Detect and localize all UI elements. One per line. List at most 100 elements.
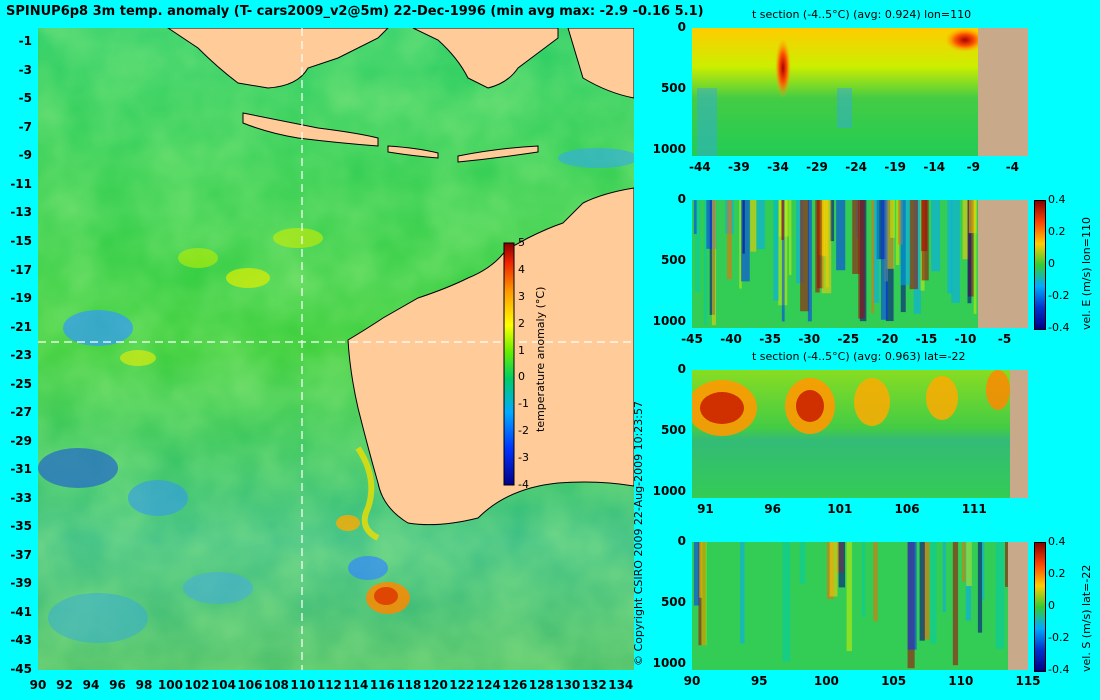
velocity-stripe <box>796 200 804 284</box>
velocity-stripe <box>750 200 757 252</box>
map-colorbar-tick: 1 <box>518 343 525 357</box>
map-x-tick: 116 <box>369 678 395 692</box>
section-x-tick: 101 <box>827 502 853 516</box>
map-y-tick: -23 <box>10 348 32 363</box>
map-x-tick: 122 <box>449 678 475 692</box>
velocity-stripe <box>727 200 732 280</box>
section-x-tick: 91 <box>697 502 714 516</box>
section-x-tick: 95 <box>750 674 768 688</box>
section-y-tick: 500 <box>660 80 686 95</box>
velocity-stripe <box>973 200 977 314</box>
velocity-stripe <box>930 542 937 644</box>
t-section-lon110-panel <box>692 28 1028 156</box>
section-y-tick: 0 <box>677 534 686 548</box>
section-y-tick: 1000 <box>652 313 686 328</box>
vel-s-colorbar <box>1034 542 1046 672</box>
figure-title: SPINUP6p8 3m temp. anomaly (T- cars2009_… <box>6 4 704 19</box>
section-x-tick: -35 <box>759 332 781 346</box>
section-colorbar-tick: -0.4 <box>1048 663 1070 676</box>
map-colorbar-tick: -2 <box>518 424 529 438</box>
vel-s-lat22-panel <box>692 542 1028 670</box>
velocity-stripe <box>773 200 779 301</box>
map-y-tick: -31 <box>10 462 32 477</box>
velocity-stripe <box>852 200 860 274</box>
section-x-tick: -29 <box>806 160 828 174</box>
t-section-lat22-panel <box>692 370 1028 498</box>
map-colorbar-tick: -3 <box>518 451 529 465</box>
section-x-tick: 111 <box>961 502 987 516</box>
map-y-tick: -35 <box>10 519 32 534</box>
velocity-stripe <box>885 200 895 269</box>
velocity-stripe <box>699 542 703 598</box>
map-colorbar-label: temperature anomaly (°C) <box>534 286 547 432</box>
map-y-tick: -1 <box>18 34 32 49</box>
map-x-tick: 128 <box>528 678 554 692</box>
section-y-tick: 1000 <box>652 483 686 498</box>
velocity-stripe <box>817 200 824 289</box>
map-x-tick: 90 <box>29 678 47 692</box>
section-x-tick: -45 <box>681 332 703 346</box>
map-x-tick: 130 <box>555 678 581 692</box>
section-x-tick: 106 <box>894 502 920 516</box>
map-y-tick: -25 <box>10 376 32 391</box>
section-colorbar-tick: 0.2 <box>1048 225 1066 238</box>
section-x-tick: 90 <box>683 674 701 688</box>
map-y-tick: -43 <box>10 633 32 648</box>
velocity-stripe <box>830 200 835 242</box>
velocity-stripe <box>815 200 820 293</box>
map-x-tick: 134 <box>608 678 634 692</box>
map-x-tick: 114 <box>343 678 369 692</box>
velocity-stripe <box>873 542 878 622</box>
velocity-stripe <box>909 200 918 290</box>
map-x-tick: 98 <box>135 678 153 692</box>
map-y-tick: -9 <box>18 148 32 163</box>
map-x-tick: 120 <box>422 678 448 692</box>
velocity-stripe <box>799 542 806 584</box>
temperature-anomaly-map <box>38 28 634 670</box>
velocity-stripe <box>836 200 846 271</box>
vel-e-lon110-panel <box>692 200 1028 328</box>
panel1-title: t section (-4..5°C) (avg: 0.924) lon=110 <box>752 8 972 21</box>
section-x-tick: -14 <box>923 160 946 174</box>
panel3-title: t section (-4..5°C) (avg: 0.963) lat=-22 <box>752 350 966 363</box>
map-x-tick: 124 <box>475 678 501 692</box>
velocity-stripe <box>706 200 717 249</box>
velocity-stripe <box>995 542 1005 649</box>
map-y-tick: -15 <box>10 234 32 248</box>
section-colorbar-tick: -0.4 <box>1048 321 1070 334</box>
section-colorbar-tick: 0.4 <box>1048 535 1066 548</box>
velocity-stripe <box>962 542 966 582</box>
velocity-stripe <box>968 200 977 234</box>
velocity-stripe <box>742 200 745 254</box>
section-x-tick: -4 <box>1005 160 1020 174</box>
velocity-stripe <box>895 200 900 265</box>
panel4-svg <box>692 542 1028 670</box>
section-colorbar-tick: -0.2 <box>1048 631 1070 644</box>
velocity-stripe <box>807 200 812 322</box>
section-y-tick: 0 <box>677 362 686 376</box>
section-colorbar-tick: 0 <box>1048 599 1055 612</box>
velocity-stripe <box>781 200 785 322</box>
map-colorbar-tick: -1 <box>518 397 529 411</box>
section-x-tick: -34 <box>767 160 789 174</box>
vel-e-colorbar <box>1034 200 1046 330</box>
velocity-stripe <box>880 200 888 320</box>
map-y-tick: -33 <box>10 490 32 505</box>
map-y-tick: -45 <box>10 662 32 676</box>
section-x-tick: 105 <box>881 674 907 688</box>
velocity-stripe <box>693 542 700 606</box>
velocity-stripe <box>741 200 750 282</box>
cold-eddies <box>38 148 634 643</box>
velocity-stripe <box>982 542 985 600</box>
map-y-tick: -37 <box>10 547 32 562</box>
velocity-stripe <box>923 542 930 640</box>
panel3-svg <box>692 370 1028 498</box>
map-x-tick: 104 <box>210 678 236 692</box>
map-x-tick: 100 <box>157 678 183 692</box>
vel-s-colorbar-label: vel. S (m/s) lat=-22 <box>1080 564 1093 672</box>
velocity-stripe <box>701 542 707 646</box>
velocity-stripe <box>861 542 866 617</box>
velocity-stripe <box>695 200 701 293</box>
velocity-stripe <box>951 200 961 303</box>
panel1-svg <box>692 28 1028 156</box>
